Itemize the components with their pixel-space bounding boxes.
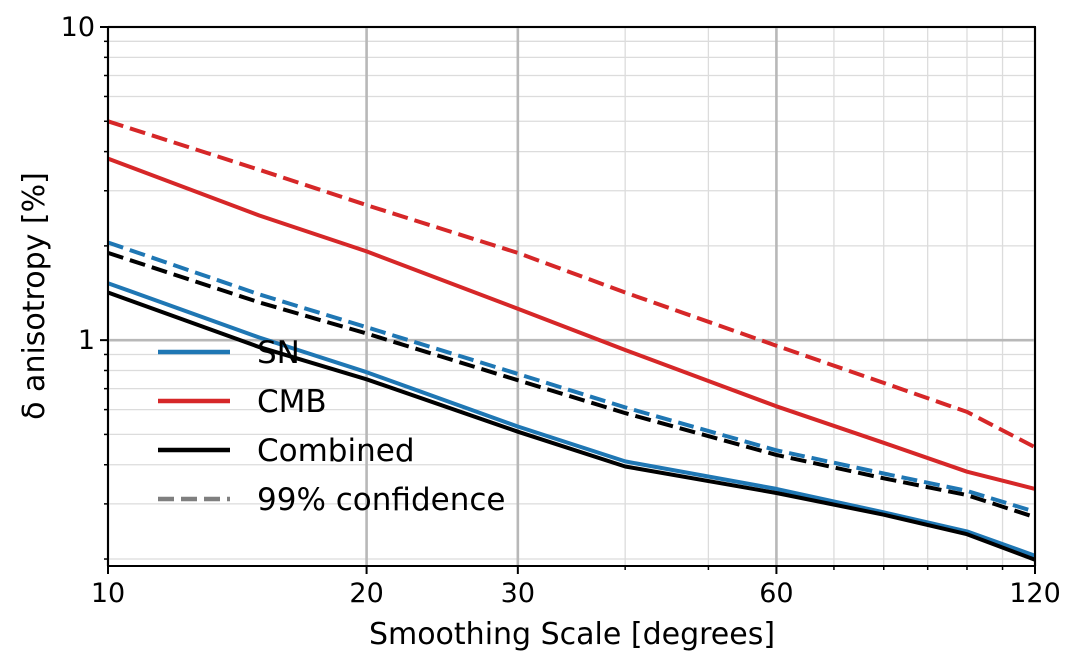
series-line-sn-99-confidence xyxy=(107,240,1036,514)
series-line-sn xyxy=(107,281,1036,558)
series-line-cmb xyxy=(107,156,1036,491)
x-tick-label: 120 xyxy=(1009,578,1061,609)
x-tick-label: 60 xyxy=(759,578,793,609)
x-axis-label: Smoothing Scale [degrees] xyxy=(369,617,775,652)
legend-label-sn: SN xyxy=(257,335,300,371)
x-tick-label: 30 xyxy=(501,578,535,609)
x-tick-label: 20 xyxy=(349,578,383,609)
y-tick-label: 10 xyxy=(61,12,95,43)
legend-label-combined: Combined xyxy=(257,433,415,469)
plot-frame xyxy=(107,26,1036,567)
legend-label-99-confidence: 99% confidence xyxy=(257,482,505,518)
series-line-cmb-99-confidence xyxy=(107,119,1036,449)
series-lines xyxy=(107,119,1036,562)
x-tick-label: 10 xyxy=(91,578,125,609)
series-line-combined xyxy=(107,290,1036,562)
legend: SN CMB Combined 99% confidence xyxy=(158,335,505,518)
series-line-combined-99-confidence xyxy=(107,250,1036,520)
y-tick-label: 1 xyxy=(78,325,95,356)
legend-label-cmb: CMB xyxy=(257,384,327,420)
ticks: 10 20 30 60 120 1 10 xyxy=(61,12,1061,609)
y-axis-label: δ anisotropy [%] xyxy=(17,172,52,420)
